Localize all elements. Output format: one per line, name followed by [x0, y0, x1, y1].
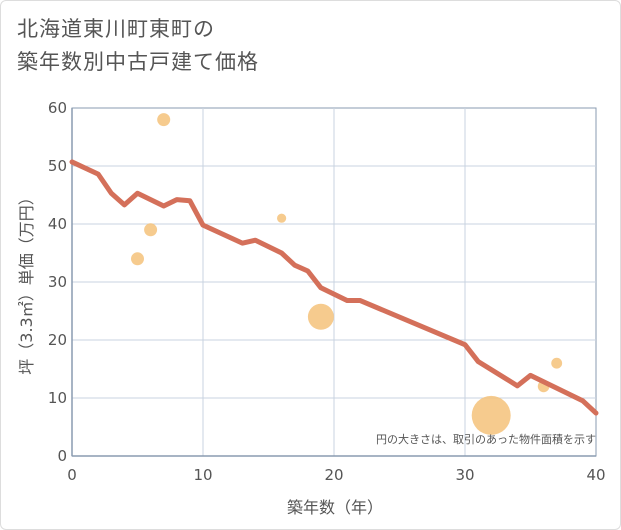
chart-title-line-1: 北海道東川町東町の	[17, 17, 215, 41]
bubble-point	[277, 213, 287, 223]
chart-title-line-2: 築年数別中古戸建て価格	[17, 50, 259, 74]
x-tick-label: 10	[193, 466, 212, 484]
bubble-point	[551, 357, 563, 369]
x-tick-label: 40	[586, 466, 605, 484]
x-tick-label: 0	[67, 466, 77, 484]
x-tick-label: 20	[324, 466, 343, 484]
y-tick-label: 10	[48, 389, 67, 407]
bubble-point	[471, 395, 511, 435]
x-tick-label: 30	[455, 466, 474, 484]
size-note: 円の大きさは、取引のあった物件面積を示す	[376, 432, 596, 446]
y-tick-label: 20	[48, 331, 67, 349]
y-tick-label: 0	[57, 447, 67, 465]
bubble-point	[307, 303, 334, 330]
chart-title: 北海道東川町東町の 築年数別中古戸建て価格	[17, 13, 577, 79]
y-tick-label: 50	[48, 157, 67, 175]
x-axis-title: 築年数（年）	[287, 498, 383, 517]
axes	[71, 108, 596, 457]
trend-line	[69, 159, 599, 416]
y-tick-label: 30	[48, 273, 67, 291]
tick-labels: 0 10 20 30 40 50 60 0 10 20 30 40	[48, 99, 606, 484]
trend-line-group	[69, 159, 599, 416]
bubble-point	[131, 252, 144, 266]
bubble-point	[157, 113, 171, 127]
y-tick-label: 40	[48, 215, 67, 233]
bubble-point	[144, 223, 158, 237]
y-axis-title: 坪（3.3㎡）単価（万円）	[17, 189, 36, 374]
grid-lines	[71, 107, 597, 457]
bubbles	[131, 113, 563, 435]
y-tick-label: 60	[48, 99, 67, 117]
